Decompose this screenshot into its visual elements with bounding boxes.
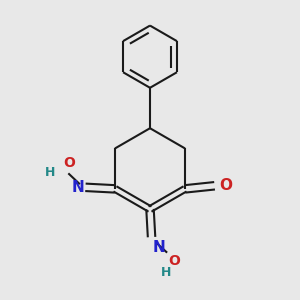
Text: N: N <box>152 240 165 255</box>
Text: H: H <box>161 266 172 279</box>
Text: O: O <box>169 254 181 268</box>
Text: O: O <box>220 178 232 193</box>
Text: N: N <box>71 180 84 195</box>
Text: H: H <box>45 166 55 179</box>
Text: O: O <box>63 156 75 170</box>
